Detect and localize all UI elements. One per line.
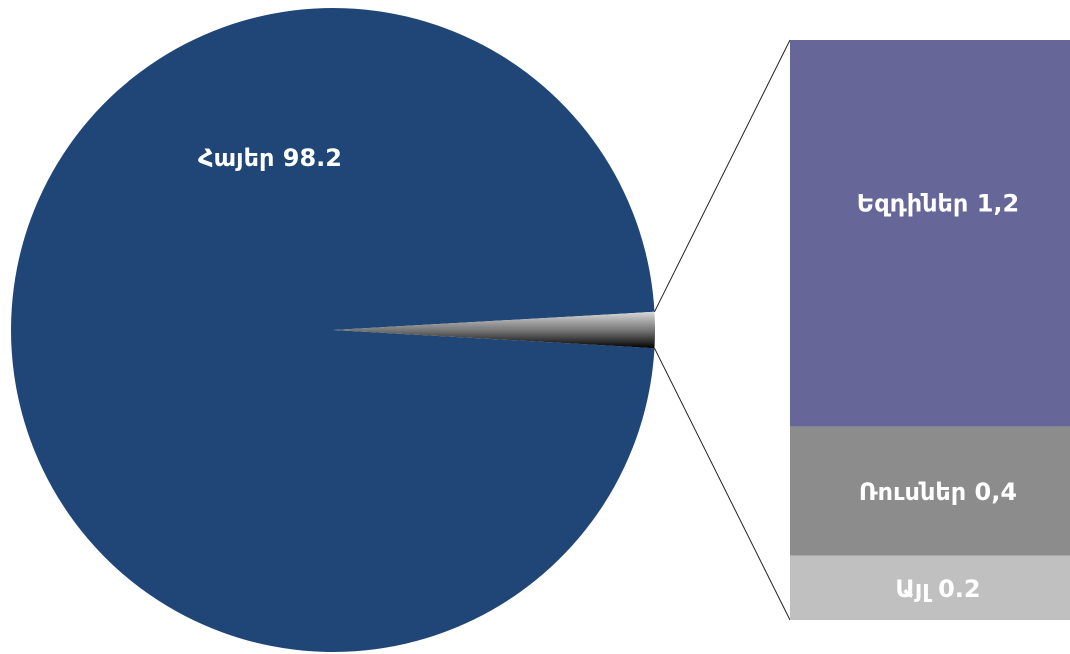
pie (10, 7, 655, 653)
pie-slice-other (333, 311, 655, 349)
bar-segment-label-1: Ռուսներ 0,4 (859, 478, 1017, 506)
pie-slice-label-main: Հայեր 98.2 (198, 144, 342, 172)
pie-slice-0 (10, 7, 655, 653)
connector-lines (654, 39, 791, 621)
stacked-bar (790, 40, 1070, 620)
bar-segment-2 (790, 555, 1070, 620)
bar-segment-label-0: Եզդիներ 1,2 (857, 189, 1019, 217)
data-labels: Եզդիներ 1,2 Ռուսներ 0,4 Այլ 0.2 Հայեր 98.2 (198, 144, 1019, 603)
bar-segment-label-2: Այլ 0.2 (895, 575, 980, 603)
bar-segment-0 (790, 40, 1070, 427)
connector-line-top (654, 39, 791, 313)
connector-line-bottom (654, 347, 791, 621)
bar-segment-1 (790, 426, 1070, 556)
